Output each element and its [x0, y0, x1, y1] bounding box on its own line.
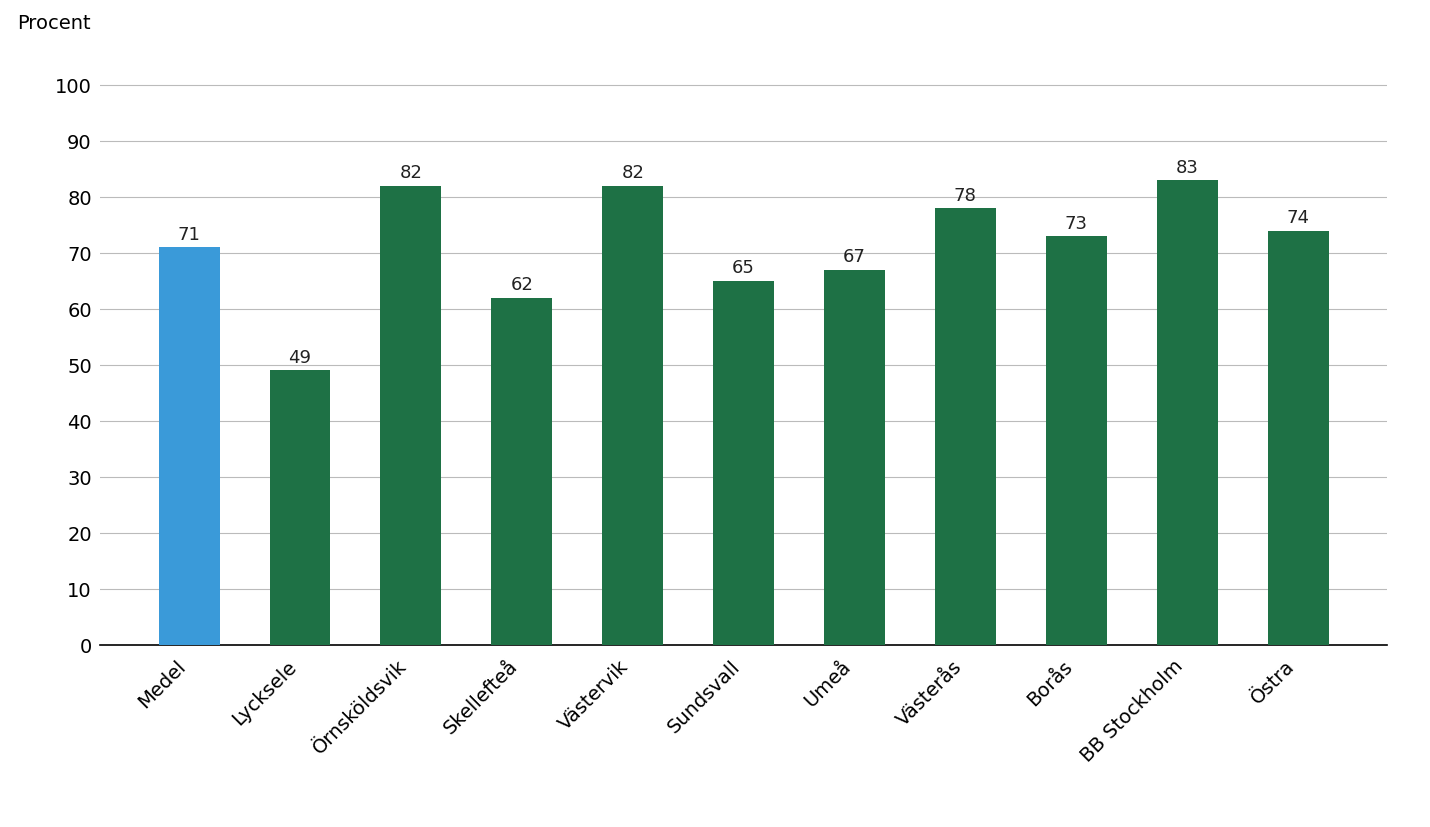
Text: 49: 49	[289, 349, 312, 366]
Text: 83: 83	[1175, 159, 1198, 176]
Bar	[602, 187, 664, 645]
Text: 71: 71	[177, 226, 200, 243]
Text: 74: 74	[1287, 208, 1310, 227]
Bar	[1267, 232, 1328, 645]
Text: Procent: Procent	[17, 14, 90, 33]
Bar	[1157, 181, 1218, 645]
Text: 82: 82	[399, 164, 422, 182]
Bar	[714, 281, 774, 645]
Text: 78: 78	[954, 186, 977, 204]
Text: 82: 82	[621, 164, 644, 182]
Text: 62: 62	[511, 276, 533, 294]
Bar	[824, 270, 885, 645]
Text: 67: 67	[844, 248, 867, 266]
Text: 65: 65	[732, 259, 755, 277]
Bar	[159, 248, 220, 645]
Bar	[492, 299, 552, 645]
Bar	[1045, 237, 1107, 645]
Bar	[269, 371, 330, 645]
Text: 73: 73	[1065, 214, 1088, 232]
Bar	[380, 187, 442, 645]
Bar	[935, 209, 995, 645]
